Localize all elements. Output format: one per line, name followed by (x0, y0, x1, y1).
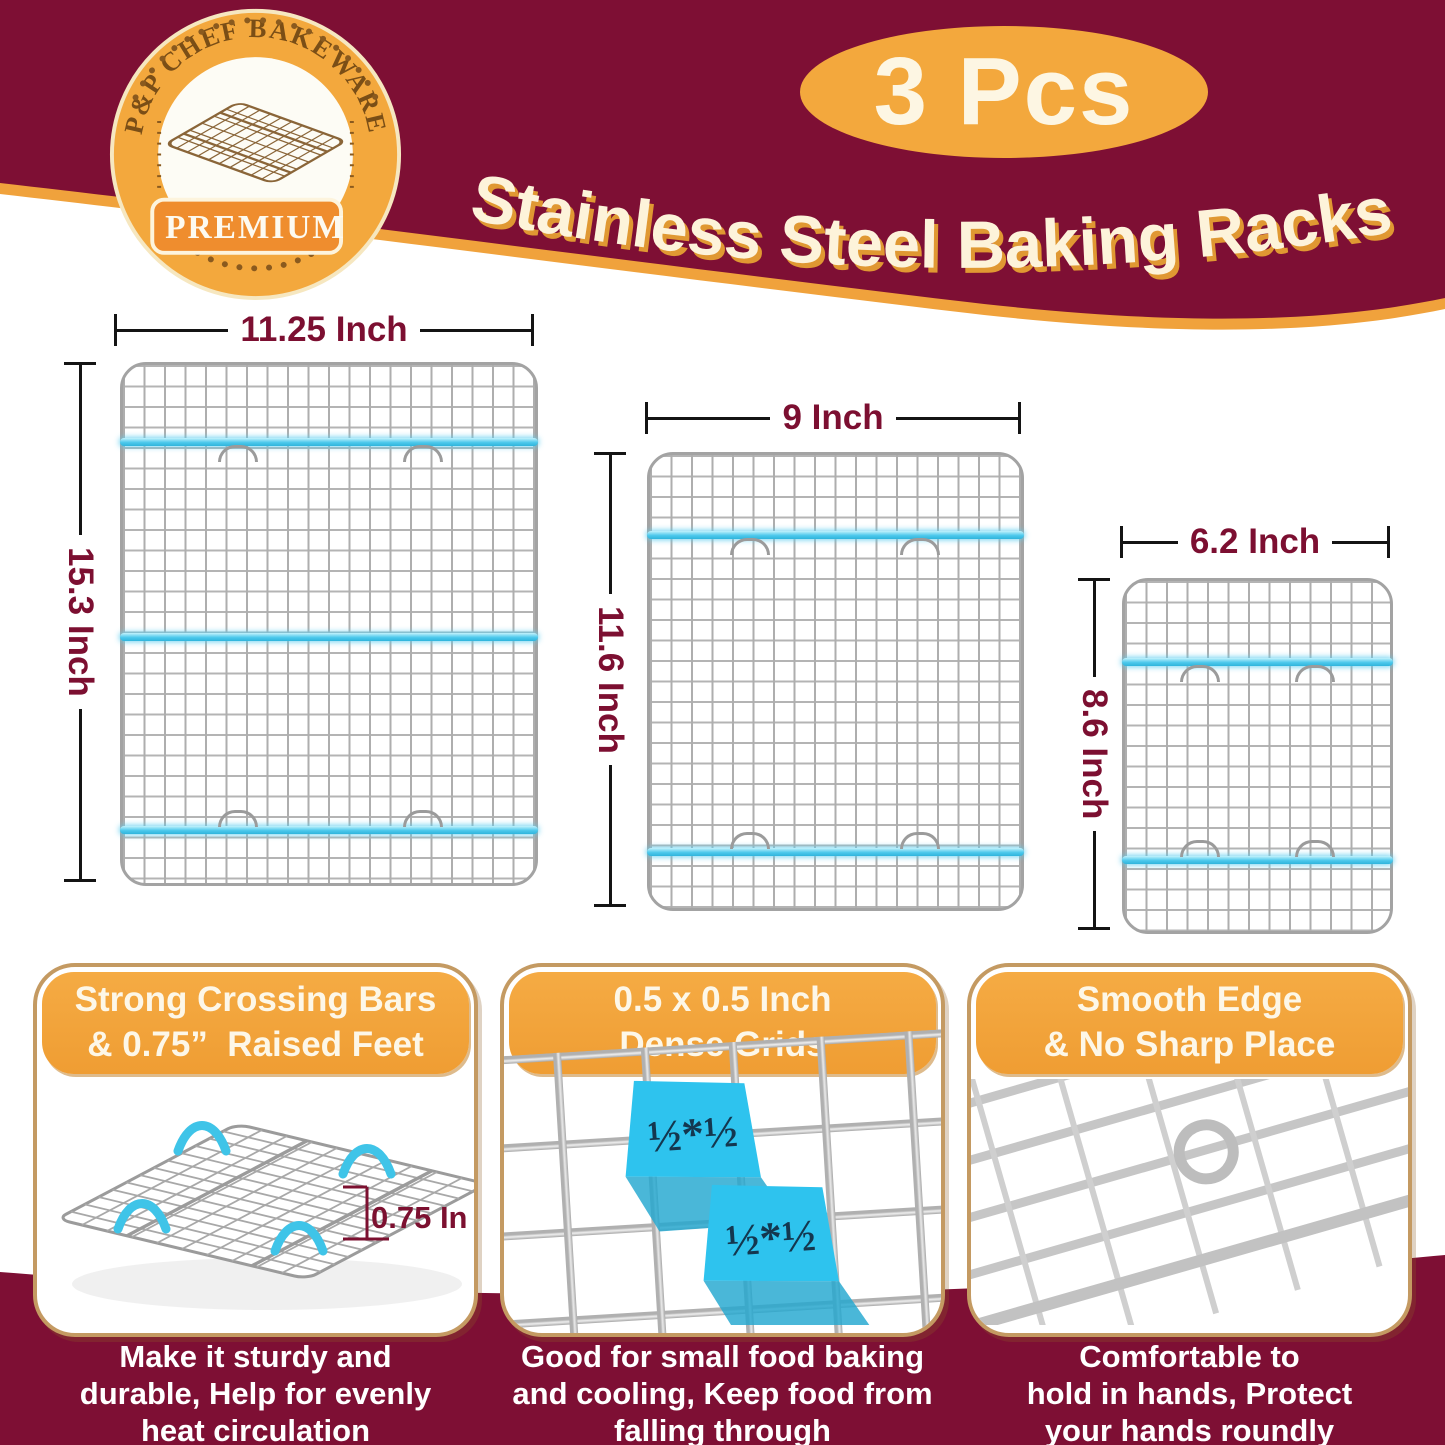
feature-panel-smooth-edge: Smooth Edge & No Sharp Place (967, 963, 1412, 1337)
rack-foot (218, 810, 258, 827)
rack-foot (1180, 665, 1220, 682)
feet-height-bracket (343, 1185, 389, 1241)
cube-label: ½*½ (724, 1210, 817, 1266)
premium-label: PREMIUM (165, 209, 346, 246)
dim-height-large: 15.3 Inch (61, 362, 100, 883)
cube-label: ½*½ (646, 1106, 739, 1162)
rack-foot (1180, 840, 1220, 857)
half-inch-cube: ½*½ (625, 1080, 793, 1232)
badge-bottom-dots (194, 249, 317, 272)
feature-title-line: & 0.75” Raised Feet (87, 1025, 424, 1064)
dim-height-large-label: 15.3 Inch (61, 547, 100, 697)
caption-crossbars: Make it sturdy and durable, Help for eve… (79, 1339, 432, 1445)
rack-large (120, 362, 538, 886)
dim-width-small-label: 6.2 Inch (1189, 522, 1321, 561)
crossbar-highlight (120, 438, 538, 446)
dim-height-small: 8.6 Inch (1075, 578, 1114, 931)
raised-feet-illustration: 0.75 In (37, 1079, 474, 1325)
feature-image-crossbars: 0.75 In (37, 1079, 474, 1325)
feature-panel-grids: 0.5 x 0.5 Inch Dense Grids ½*½ ½*½ (500, 963, 945, 1337)
dim-height-medium: 11.6 Inch (591, 452, 630, 907)
rack-foot (730, 538, 770, 555)
rack-foot (730, 832, 770, 849)
feature-title-crossbars: Strong Crossing Bars & 0.75” Raised Feet (42, 972, 469, 1074)
grid-size-cubes: ½*½ ½*½ (625, 1080, 871, 1325)
dim-height-medium-label: 11.6 Inch (591, 605, 630, 754)
rack-foot (403, 445, 443, 462)
rack-medium (647, 452, 1024, 911)
feature-title-line: Smooth Edge (1076, 980, 1303, 1020)
crossbar-highlight (120, 633, 538, 641)
rack-small (1122, 578, 1393, 934)
crossbar-highlight (120, 826, 538, 834)
feature-image-smooth-edge (971, 1079, 1408, 1325)
feature-image-grids: ½*½ ½*½ (504, 1028, 941, 1333)
feature-panels: Strong Crossing Bars & 0.75” Raised Feet (33, 963, 1412, 1337)
caption-smooth-edge: Comfortable to hold in hands, Protect yo… (1026, 1339, 1353, 1445)
dim-height-small-label: 8.6 Inch (1075, 688, 1114, 820)
feet-height-label: 0.75 In (371, 1200, 468, 1235)
rack-foot (218, 445, 258, 462)
count-badge: 3 Pcs (800, 26, 1208, 158)
feature-captions: Make it sturdy and durable, Help for eve… (33, 1338, 1412, 1445)
feature-title-line: Strong Crossing Bars (74, 980, 437, 1020)
dim-width-medium-label: 9 Inch (782, 398, 884, 437)
blue-feet (113, 1121, 396, 1256)
half-inch-cube: ½*½ (703, 1184, 871, 1325)
feature-panel-crossbars: Strong Crossing Bars & 0.75” Raised Feet (33, 963, 478, 1337)
dim-width-large-label: 11.25 Inch (240, 310, 408, 349)
rack-foot (900, 538, 940, 555)
feature-title-line: & No Sharp Place (1043, 1025, 1336, 1064)
caption-grids: Good for small food baking and cooling, … (512, 1339, 933, 1445)
rack-foot (900, 832, 940, 849)
count-badge-label: 3 Pcs (873, 38, 1135, 145)
brand-badge: P&P CHEF BAKEWARE PREMIUM (109, 8, 402, 300)
rack-foot (1295, 665, 1335, 682)
feature-title-smooth-edge: Smooth Edge & No Sharp Place (976, 972, 1403, 1074)
rack-foot (1295, 840, 1335, 857)
rack-foot (403, 810, 443, 827)
crossbar-highlight (647, 848, 1024, 856)
crossbar-highlight (1122, 658, 1393, 666)
crossbar-highlight (647, 531, 1024, 539)
feature-title-line: 0.5 x 0.5 Inch (613, 980, 832, 1020)
badge-rack-illustration (167, 103, 344, 183)
dim-width-large: 11.25 Inch (114, 310, 535, 349)
crossbar-highlight (1122, 856, 1393, 864)
smooth-edge-closeup (971, 1079, 1408, 1325)
dim-width-medium: 9 Inch (645, 398, 1022, 437)
dim-width-small: 6.2 Inch (1120, 522, 1391, 561)
premium-pill (150, 197, 344, 255)
